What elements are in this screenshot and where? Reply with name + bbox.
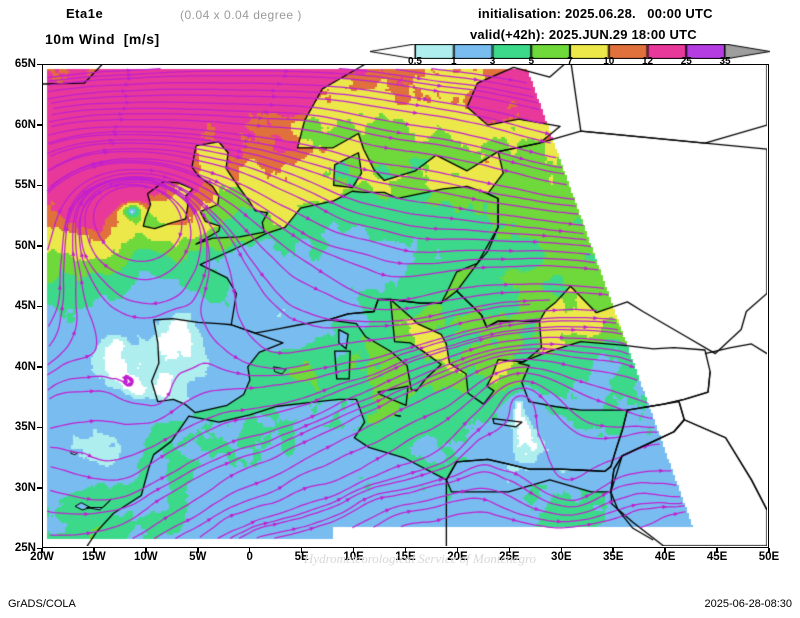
lon-tick-35E: 35E [602,551,624,563]
generation-stamp: 2025-06-28-08:30 [704,598,792,610]
lat-tick-60N: 60N [14,118,36,131]
colorbar-tick-3: 3 [489,56,496,67]
lon-tickmark [145,548,147,553]
credit-label: GrADS/COLA [8,598,76,610]
lon-tickmark [93,548,95,553]
lon-tick-20W: 20W [30,551,54,563]
lon-tickmark [716,548,718,553]
lat-tick-55N: 55N [14,179,36,191]
lon-tick-5W: 5W [189,551,207,563]
map-plot-area [42,64,769,548]
valid-time: valid(+42h): 2025.JUN.29 18:00 UTC [470,27,697,42]
lon-tickmark [768,548,770,553]
lon-tickmark [664,548,666,553]
colorbar-tick-25: 25 [680,56,692,67]
lon-tickmark [612,548,614,553]
model-name: Eta1e [66,6,104,21]
lat-tick-40N: 40N [14,360,36,373]
grid-resolution: (0.04 x 0.04 degree ) [180,8,302,22]
lon-tick-10W: 10W [134,551,158,563]
colorbar-tick-12: 12 [641,56,654,67]
colorbar-tick-0.5: 0.5 [408,56,422,67]
watermark: Hydrometeorological Service of Montenegr… [303,551,537,566]
lon-tick-40E: 40E [654,551,676,563]
lat-tick-65N: 65N [14,58,36,70]
lon-tick-0: 0 [246,551,253,563]
lon-tick-45E: 45E [706,551,728,563]
lon-tickmark [41,548,43,553]
colorbar-tick-labels: 0.5 1 3 5 7 10 12 25 35 [370,56,770,68]
colorbar-tick-7: 7 [567,56,573,67]
lat-tick-25N: 25N [14,542,36,554]
lat-tick-45N: 45N [14,300,36,312]
colorbar-tick-5: 5 [528,56,535,67]
colorbar-tick-1: 1 [450,56,457,67]
lon-tickmark [197,548,199,553]
lat-tick-30N: 30N [14,481,36,494]
colorbar-swatches [370,44,770,59]
lon-tickmark [248,548,251,553]
colorbar: 0.5 1 3 5 7 10 12 25 35 [370,44,770,68]
initialisation-time: initialisation: 2025.06.28. 00:00 UTC [478,6,713,21]
lon-tick-15W: 15W [82,551,106,563]
colorbar-tick-10: 10 [603,56,615,67]
field-title: 10m Wind [m/s] [45,31,160,47]
colorbar-tick-35: 35 [719,56,731,67]
lat-tick-50N: 50N [14,239,36,252]
wind-field-map [43,65,767,546]
lon-tick-50E: 50E [758,551,780,563]
lat-tick-35N: 35N [14,421,36,433]
